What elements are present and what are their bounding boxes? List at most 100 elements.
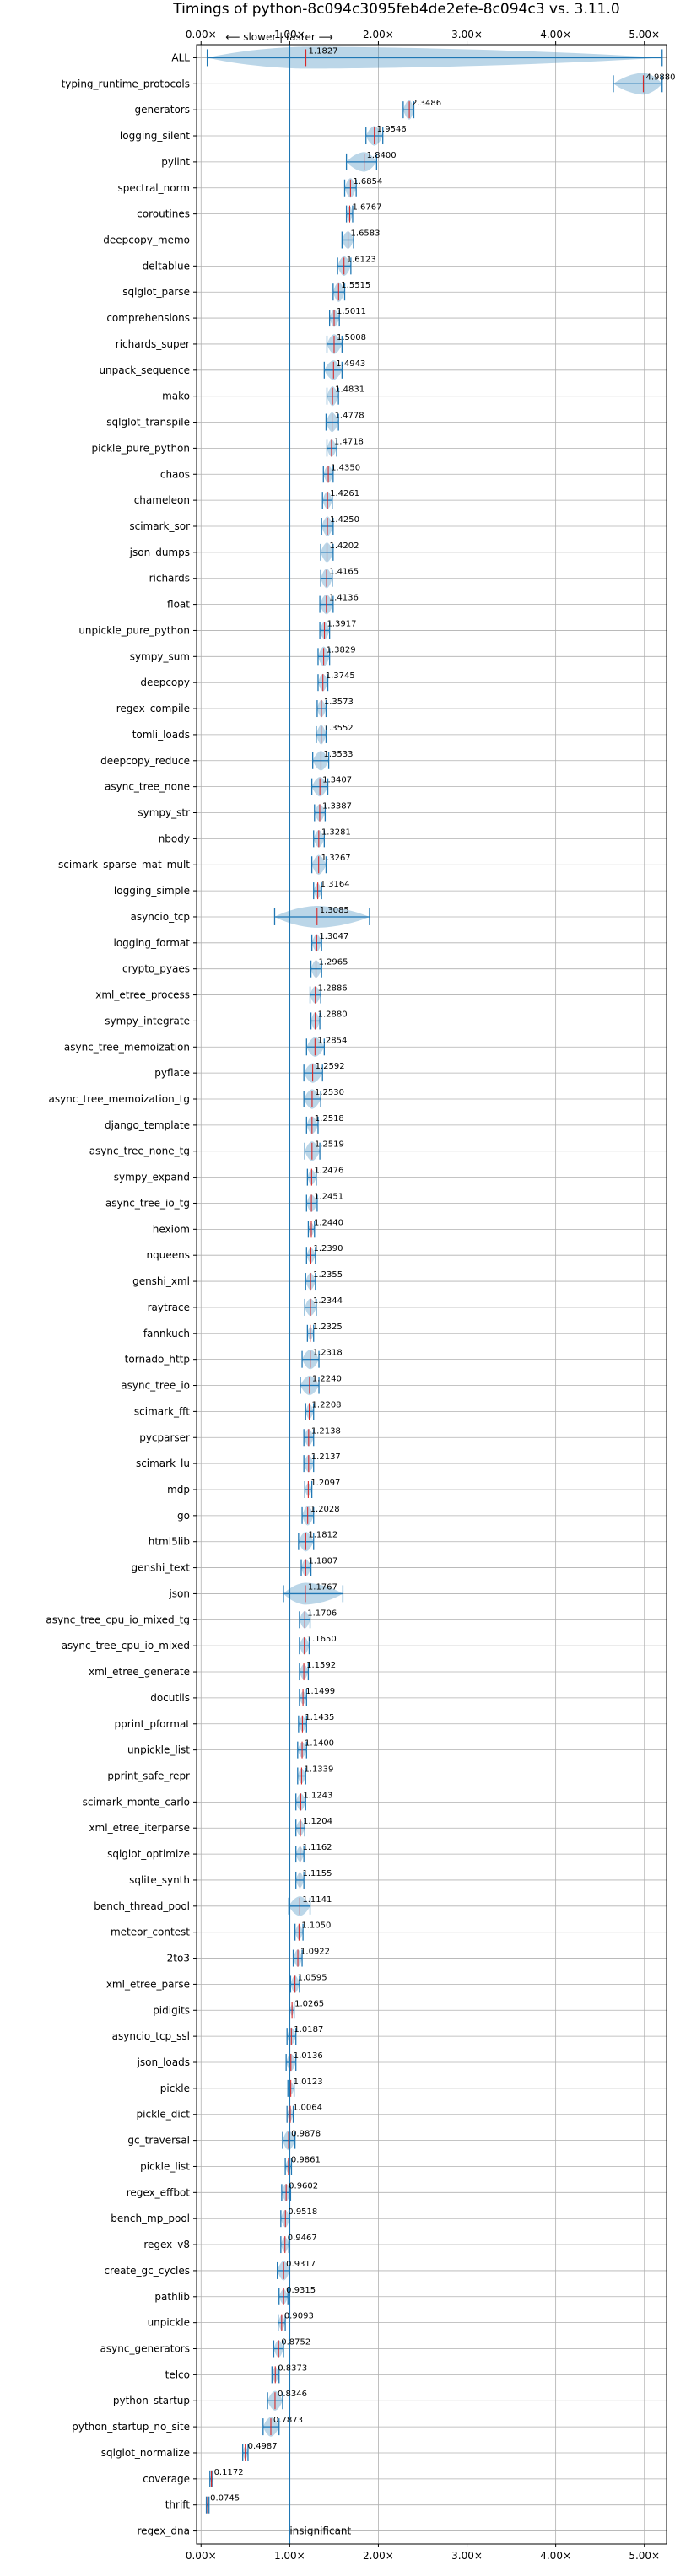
category-label: sqlite_synth — [129, 1874, 190, 1886]
value-label: 1.9546 — [377, 125, 407, 134]
x-tick-label-top: 0.00× — [186, 29, 217, 40]
category-label: gc_traversal — [127, 2135, 190, 2147]
category-label: telco — [165, 2369, 190, 2380]
value-label: 1.3552 — [324, 724, 354, 733]
category-label: async_tree_cpu_io_mixed_tg — [46, 1614, 190, 1625]
value-label: 1.2530 — [315, 1088, 344, 1097]
category-label: nqueens — [147, 1249, 190, 1261]
category-label: crypto_pyaes — [122, 963, 190, 975]
value-label: 1.1827 — [309, 46, 338, 56]
value-label: 1.4202 — [330, 542, 359, 551]
x-axis: 0.00× 0.00× 1.00× 1.00× 2.00× 2.00× 3.00× 3.00×… — [186, 29, 660, 2562]
value-label: 1.3573 — [324, 698, 354, 707]
category-label: unpickle_pure_python — [78, 624, 190, 636]
category-label: tornado_http — [125, 1354, 190, 1366]
category-label: async_tree_none_tg — [89, 1145, 190, 1157]
category-label: sympy_str — [138, 807, 190, 819]
value-label: 4.9880 — [645, 73, 675, 82]
value-label: 1.0187 — [294, 2025, 323, 2034]
x-tick-label-top: 3.00× — [451, 29, 483, 40]
category-labels: ALL typing_runtime_protocols generators log… — [46, 51, 190, 2536]
category-label: html5lib — [148, 1536, 190, 1548]
category-label: sympy_sum — [130, 650, 190, 662]
category-label: pycparser — [139, 1431, 190, 1443]
value-label: 1.1400 — [305, 1739, 334, 1749]
value-label: 1.4718 — [334, 437, 364, 446]
value-label: 1.6854 — [353, 177, 382, 186]
value-label: 1.2440 — [314, 1218, 343, 1227]
value-label: 1.2240 — [312, 1375, 342, 1384]
category-label: deltablue — [143, 260, 190, 272]
category-label: hexiom — [153, 1223, 190, 1235]
category-label: async_tree_io_tg — [105, 1197, 190, 1209]
category-label: pickle — [160, 2083, 190, 2094]
value-label: 1.3085 — [320, 906, 349, 915]
x-tick-label-top: 4.00× — [540, 29, 571, 40]
value-label: 1.3745 — [326, 671, 355, 681]
category-label: async_generators — [100, 2343, 190, 2355]
x-tick-label-bottom: 2.00× — [363, 2550, 394, 2562]
value-label: 2.3486 — [412, 99, 441, 108]
value-label: 1.3407 — [322, 776, 352, 785]
category-label: asyncio_tcp_ssl — [112, 2030, 190, 2042]
category-label: python_startup — [113, 2395, 190, 2406]
category-label: async_tree_memoization — [64, 1041, 190, 1053]
x-tick-label-bottom: 0.00× — [186, 2550, 217, 2562]
value-label: 1.1339 — [304, 1765, 333, 1774]
value-label: 1.1706 — [307, 1609, 337, 1618]
category-label: async_tree_memoization_tg — [49, 1093, 190, 1105]
category-label: pickle_list — [140, 2160, 190, 2172]
value-label: 1.2451 — [314, 1192, 343, 1201]
insignificant-label: insignificant — [289, 2525, 351, 2537]
value-label: 1.1767 — [308, 1582, 338, 1592]
value-label: 1.8400 — [367, 151, 397, 160]
category-label: async_tree_io — [121, 1380, 190, 1392]
category-label: async_tree_none — [105, 781, 190, 793]
value-label: 0.9467 — [288, 2234, 317, 2243]
category-label: create_gc_cycles — [104, 2265, 190, 2277]
value-label: 1.4250 — [330, 515, 359, 525]
category-label: mdp — [167, 1484, 190, 1495]
value-label: 1.4943 — [336, 359, 365, 369]
x-tick-label-bottom: 1.00× — [274, 2550, 305, 2562]
category-label: json_dumps — [129, 547, 190, 558]
category-label: generators — [134, 104, 190, 116]
category-label: logging_format — [113, 937, 190, 949]
x-tick-label-top: 5.00× — [629, 29, 660, 40]
category-label: ALL — [171, 51, 190, 63]
value-label: 1.3267 — [321, 854, 351, 863]
category-label: pathlib — [154, 2291, 190, 2303]
category-label: genshi_xml — [132, 1275, 190, 1287]
value-label: 1.1162 — [303, 1843, 332, 1852]
category-label: sympy_expand — [114, 1172, 190, 1183]
category-label: json_loads — [137, 2056, 190, 2068]
category-label: chaos — [160, 468, 190, 480]
value-label: 1.6123 — [347, 255, 376, 264]
x-tick-label-bottom: 5.00× — [629, 2550, 660, 2562]
value-label: 1.3047 — [319, 932, 348, 941]
category-label: richards_super — [116, 338, 190, 350]
value-label: 1.1204 — [303, 1817, 332, 1826]
plot-frame — [196, 44, 667, 2545]
value-label: 1.6583 — [351, 229, 381, 238]
category-label: pyflate — [154, 1067, 190, 1079]
value-label: 1.4261 — [330, 489, 359, 498]
category-label: typing_runtime_protocols — [62, 78, 190, 89]
value-label: 1.2854 — [317, 1036, 347, 1045]
value-label: 1.0064 — [293, 2104, 322, 2113]
value-label: 1.0595 — [298, 1973, 327, 1982]
value-label: 0.9518 — [288, 2207, 317, 2217]
value-label: 1.4831 — [335, 385, 364, 395]
category-label: sqlglot_optimize — [107, 1848, 190, 1860]
category-label: xml_etree_generate — [89, 1666, 190, 1678]
category-label: chameleon — [134, 494, 190, 506]
value-label: 1.5008 — [337, 333, 366, 342]
category-label: richards — [149, 573, 190, 585]
value-label: 1.3829 — [327, 645, 356, 655]
category-label: coverage — [143, 2473, 190, 2485]
value-label: 1.2965 — [319, 958, 348, 967]
category-label: pickle_dict — [137, 2109, 191, 2121]
category-label: regex_dna — [137, 2525, 190, 2537]
value-label: 1.2325 — [313, 1323, 343, 1332]
